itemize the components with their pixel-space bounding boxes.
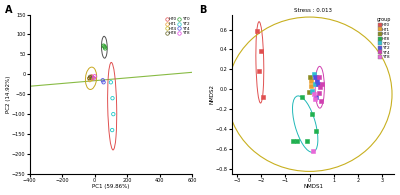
- Point: [318, 100, 324, 103]
- Point: [309, 113, 315, 116]
- Point: [309, 90, 316, 93]
- Point: [86, 77, 93, 80]
- Point: [294, 139, 301, 143]
- Point: [316, 92, 322, 95]
- Point: [312, 83, 318, 86]
- Point: [87, 75, 93, 78]
- Point: [102, 47, 108, 50]
- Point: [260, 96, 267, 99]
- Point: [312, 129, 319, 133]
- Point: [100, 79, 106, 82]
- Point: [317, 86, 324, 89]
- Point: [308, 85, 315, 88]
- Point: [110, 113, 116, 116]
- Point: [307, 76, 313, 79]
- Legend: HT0, HT1, HT4, HT8, YT0, YT2, YT4, YT8: HT0, HT1, HT4, HT8, YT0, YT2, YT4, YT8: [165, 17, 190, 36]
- Point: [102, 46, 108, 49]
- Y-axis label: NMDS2: NMDS2: [210, 84, 214, 104]
- Point: [86, 77, 92, 80]
- Point: [299, 96, 306, 99]
- Point: [310, 149, 316, 152]
- Point: [258, 50, 264, 53]
- Point: [101, 45, 108, 48]
- Point: [86, 79, 93, 82]
- Point: [100, 81, 107, 84]
- Point: [91, 77, 97, 80]
- Point: [312, 76, 318, 79]
- Text: B: B: [200, 5, 207, 15]
- Point: [319, 83, 325, 86]
- Point: [315, 83, 321, 86]
- Point: [256, 70, 262, 73]
- Point: [100, 44, 107, 47]
- Point: [313, 96, 320, 99]
- Point: [88, 76, 94, 79]
- Point: [314, 80, 320, 83]
- Point: [254, 30, 261, 33]
- Text: A: A: [5, 5, 13, 15]
- Point: [316, 76, 322, 79]
- Legend: HT0, HT1, HT4, HT8, YT0, YT2, YT4, YT8: HT0, HT1, HT4, HT8, YT0, YT2, YT4, YT8: [376, 17, 392, 60]
- Point: [90, 76, 96, 79]
- Point: [308, 80, 314, 83]
- Point: [109, 129, 115, 132]
- Point: [311, 73, 317, 76]
- Point: [108, 81, 114, 84]
- Point: [88, 77, 94, 80]
- Title: Stress : 0.013: Stress : 0.013: [294, 8, 332, 13]
- Point: [88, 75, 95, 78]
- Point: [311, 93, 317, 96]
- Y-axis label: PC2 (14.92%): PC2 (14.92%): [6, 75, 10, 113]
- Point: [109, 97, 116, 100]
- Point: [304, 139, 310, 143]
- Point: [305, 91, 312, 94]
- Point: [312, 98, 318, 101]
- Point: [89, 78, 95, 81]
- Point: [289, 139, 296, 143]
- X-axis label: NMDS1: NMDS1: [303, 184, 323, 190]
- Point: [92, 75, 98, 78]
- Point: [312, 76, 319, 79]
- X-axis label: PC1 (59.86%): PC1 (59.86%): [92, 184, 130, 190]
